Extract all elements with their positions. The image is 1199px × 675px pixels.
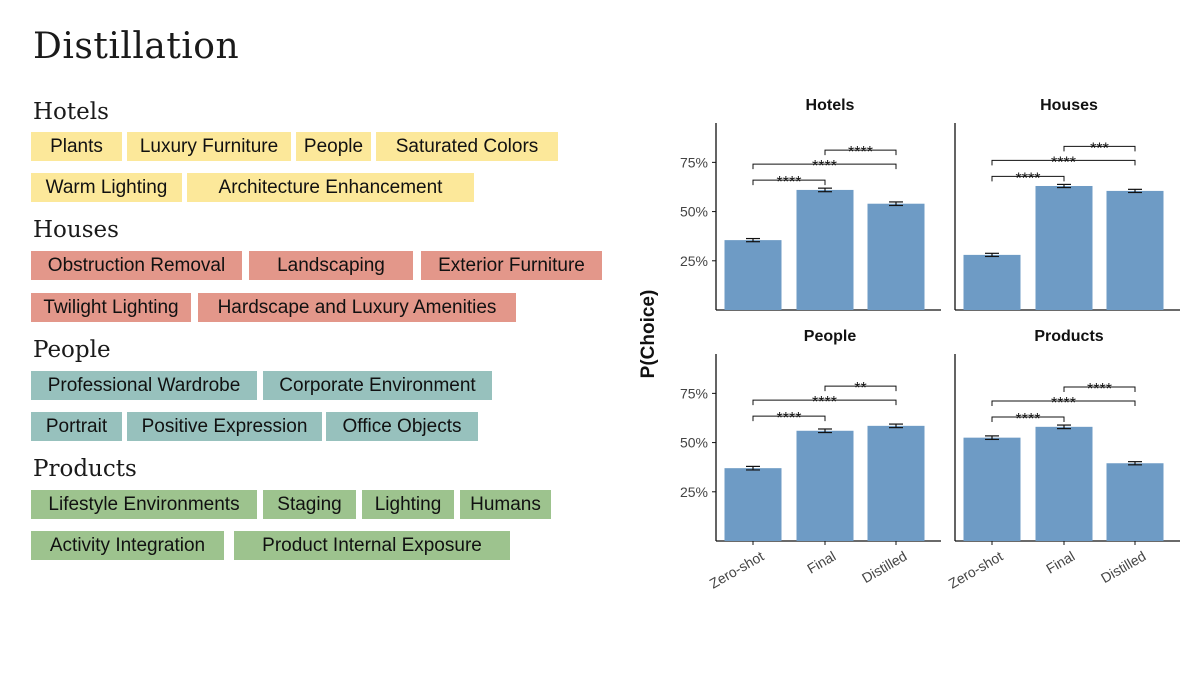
tag-warm-lighting: Warm Lighting [31, 173, 182, 202]
sig-label-products-1: **** [1051, 395, 1076, 412]
tag-plants: Plants [31, 132, 122, 161]
tag-exterior-furniture: Exterior Furniture [421, 251, 602, 280]
bar-houses-distilled [1106, 190, 1164, 310]
bar-chart-grid: P(Choice) Hotels 25% 50% 75% **** **** **** Hous… [638, 97, 1180, 592]
sig-bracket-people-0 [752, 415, 826, 422]
x-tick-label-products-distilled: Distilled [1098, 548, 1148, 586]
bar-products-distilled [1106, 463, 1164, 541]
sig-bracket-products-2 [1063, 386, 1136, 393]
bar-hotels-distilled [867, 203, 925, 310]
bar-people-zero-shot [724, 468, 782, 541]
panel-title-people: People [804, 328, 857, 345]
category-heading-people: People [33, 337, 111, 363]
y-tick-label-hotels-50: 50% [680, 204, 708, 220]
sig-bracket-hotels-2 [824, 149, 897, 156]
sig-label-products-0: **** [1016, 411, 1041, 428]
tag-obstruction-removal: Obstruction Removal [31, 251, 242, 280]
tag-product-internal-exposure: Product Internal Exposure [234, 531, 510, 560]
tag-saturated-colors: Saturated Colors [376, 132, 558, 161]
tag-activity-integration: Activity Integration [31, 531, 224, 560]
tag-hardscape-and-luxury-amenities: Hardscape and Luxury Amenities [198, 293, 516, 322]
sig-bracket-hotels-1 [752, 163, 897, 170]
category-heading-products: Products [33, 456, 137, 482]
sig-label-hotels-1: **** [812, 158, 837, 175]
tag-lifestyle-environments: Lifestyle Environments [31, 490, 257, 519]
bar-hotels-zero-shot [724, 240, 782, 310]
sig-label-hotels-0: **** [777, 174, 802, 191]
sig-label-houses-1: **** [1051, 154, 1076, 171]
sig-bracket-houses-0 [991, 175, 1065, 182]
tag-office-objects: Office Objects [326, 412, 478, 441]
y-tick-label-people-25: 25% [680, 484, 708, 500]
sig-bracket-hotels-0 [752, 179, 826, 186]
sig-bracket-products-0 [991, 416, 1065, 423]
sig-label-houses-0: **** [1016, 170, 1041, 187]
sig-label-people-1: **** [812, 394, 837, 411]
tag-positive-expression: Positive Expression [127, 412, 322, 441]
sig-bracket-products-1 [991, 400, 1136, 407]
tag-staging: Staging [263, 490, 356, 519]
tag-humans: Humans [460, 490, 551, 519]
sig-label-houses-2: *** [1090, 140, 1109, 157]
bar-people-final [796, 430, 854, 541]
sig-bracket-people-1 [752, 399, 897, 406]
x-tick-label-products-final: Final [1043, 548, 1077, 577]
bar-houses-zero-shot [963, 254, 1021, 310]
panel-title-products: Products [1034, 328, 1103, 345]
x-tick-label-products-zero-shot: Zero-shot [946, 548, 1006, 592]
x-tick-label-people-distilled: Distilled [859, 548, 909, 586]
sig-label-people-2: ** [854, 380, 866, 397]
tag-luxury-furniture: Luxury Furniture [127, 132, 291, 161]
y-tick-label-people-50: 50% [680, 435, 708, 451]
y-tick-label-hotels-25: 25% [680, 253, 708, 269]
sig-label-people-0: **** [777, 410, 802, 427]
sig-bracket-houses-2 [1063, 145, 1136, 152]
tag-lighting: Lighting [362, 490, 454, 519]
y-axis-label: P(Choice) [638, 290, 659, 379]
bar-houses-final [1035, 185, 1093, 310]
bar-hotels-final [796, 189, 854, 310]
tag-twilight-lighting: Twilight Lighting [31, 293, 191, 322]
tag-portrait: Portrait [31, 412, 122, 441]
panel-title-hotels: Hotels [806, 97, 855, 114]
sig-label-products-2: **** [1087, 381, 1112, 398]
sig-bracket-houses-1 [991, 159, 1136, 166]
bar-products-final [1035, 426, 1093, 541]
page-title: Distillation [33, 26, 240, 67]
panel-title-houses: Houses [1040, 97, 1098, 114]
category-heading-houses: Houses [33, 217, 119, 243]
bar-people-distilled [867, 425, 925, 541]
sig-bracket-people-2 [824, 385, 897, 392]
tag-corporate-environment: Corporate Environment [263, 371, 492, 400]
x-tick-label-people-zero-shot: Zero-shot [707, 548, 767, 592]
x-tick-label-people-final: Final [804, 548, 838, 577]
sig-label-hotels-2: **** [848, 144, 873, 161]
tag-architecture-enhancement: Architecture Enhancement [187, 173, 474, 202]
tag-landscaping: Landscaping [249, 251, 413, 280]
tag-professional-wardrobe: Professional Wardrobe [31, 371, 257, 400]
y-tick-label-hotels-75: 75% [680, 154, 708, 170]
bar-products-zero-shot [963, 437, 1021, 541]
category-heading-hotels: Hotels [33, 99, 109, 125]
y-tick-label-people-75: 75% [680, 385, 708, 401]
tag-people: People [296, 132, 371, 161]
